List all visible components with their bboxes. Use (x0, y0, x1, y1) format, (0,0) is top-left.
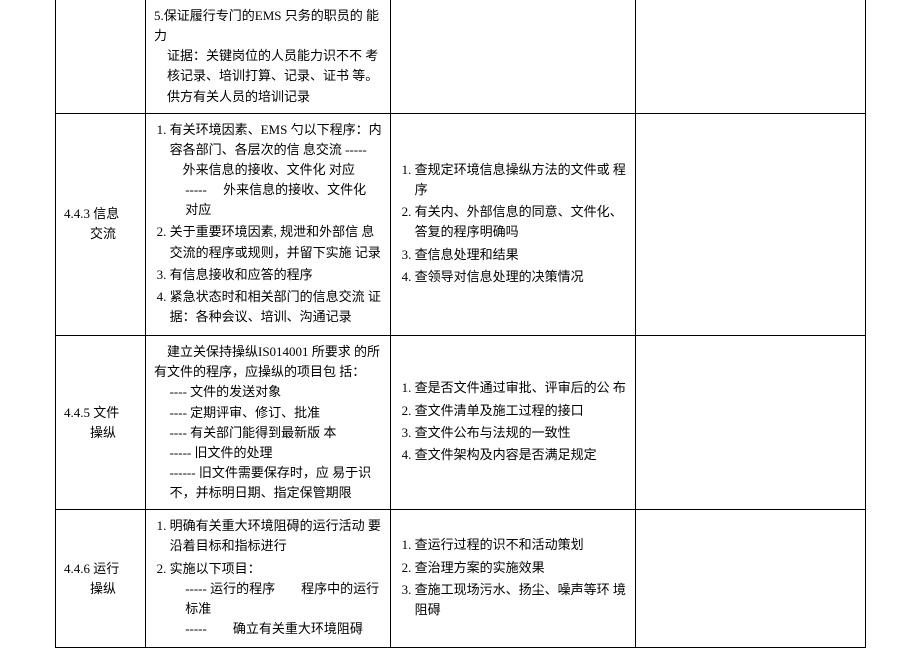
section-code: 4.4.5 (64, 405, 90, 420)
list-item: 关于重要环境因素, 规泄和外部信 息交流的程序或规则，并留下实施 记录 (170, 222, 382, 262)
text: ----- 确立有关重大环境阻碍 (170, 619, 382, 639)
list-item: 紧急状态时和相关部门的信息交流 证据：各种会议、培训、沟通记录 (170, 287, 382, 327)
list-item: 查治理方案的实施效果 (415, 558, 627, 578)
list-item: 查文件公布与法规的一致性 (415, 423, 627, 443)
cell-requirement: 明确有关重大环境阻碍的运行活动 要沿着目标和指标进行 实施以下项目： -----… (146, 510, 391, 648)
text: ---- 有关部门能得到最新版 本 (154, 423, 382, 443)
section-name-line1: 信息 (93, 206, 119, 221)
text: ----- 运行的程序 程序中的运行标准 (170, 579, 382, 619)
list-item: 查文件清单及施工过程的接口 (415, 401, 627, 421)
cell-check: 查运行过程的识不和活动策划 查治理方案的实施效果 查施工现场污水、扬尘、噪声等环… (391, 510, 636, 648)
cell-section: 4.4.3 信息 交流 (56, 113, 146, 335)
check-list: 查是否文件通过审批、评审后的公 布 查文件清单及施工过程的接口 查文件公布与法规… (399, 378, 627, 465)
cell-remark (636, 0, 866, 113)
check-list: 查规定环境信息操纵方法的文件或 程序 有关内、外部信息的同意、文件化、答复的程序… (399, 160, 627, 287)
cell-remark (636, 510, 866, 648)
text: 实施以下项目： (170, 561, 261, 576)
list-item: 查文件架构及内容是否满足规定 (415, 445, 627, 465)
list-item: 查信息处理和结果 (415, 245, 627, 265)
text: ------ 旧文件需要保存时，应 易于识不，并标明日期、指定保管期限 (154, 463, 382, 503)
table-row: 4.4.3 信息 交流 有关环境因素、EMS 勺以下程序：内容各部门、各层次的信… (56, 113, 866, 335)
table-row: 5.保证履行专门的EMS 只务的职员的 能力 证据：关键岗位的人员能力识不不 考… (56, 0, 866, 113)
section-name-line2: 操纵 (90, 581, 116, 596)
text: 有关环境因素、EMS 勺以下程序：内容各部门、各层次的信 息交流 ----- 外… (170, 122, 382, 177)
cell-section: 4.4.5 文件 操纵 (56, 336, 146, 510)
cell-check: 查规定环境信息操纵方法的文件或 程序 有关内、外部信息的同意、文件化、答复的程序… (391, 113, 636, 335)
table-row: 4.4.6 运行 操纵 明确有关重大环境阻碍的运行活动 要沿着目标和指标进行 实… (56, 510, 866, 648)
text: ---- 定期评审、修订、批准 (154, 403, 382, 423)
section-code: 4.4.6 (64, 561, 90, 576)
section-name-line1: 文件 (93, 405, 119, 420)
list-item: 有关环境因素、EMS 勺以下程序：内容各部门、各层次的信 息交流 ----- 外… (170, 120, 382, 221)
section-name-line2: 操纵 (90, 425, 116, 440)
cell-remark (636, 336, 866, 510)
check-list: 查运行过程的识不和活动策划 查治理方案的实施效果 查施工现场污水、扬尘、噪声等环… (399, 535, 627, 620)
text: ----- 旧文件的处理 (154, 443, 382, 463)
audit-table: 5.保证履行专门的EMS 只务的职员的 能力 证据：关键岗位的人员能力识不不 考… (55, 0, 866, 648)
list-item: 有信息接收和应答的程序 (170, 265, 382, 285)
section-name-line2: 交流 (90, 226, 116, 241)
cell-requirement: 有关环境因素、EMS 勺以下程序：内容各部门、各层次的信 息交流 ----- 外… (146, 113, 391, 335)
list-item: 查领导对信息处理的决策情况 (415, 267, 627, 287)
list-item: 查施工现场污水、扬尘、噪声等环 境阻碍 (415, 580, 627, 620)
list-item: 有关内、外部信息的同意、文件化、答复的程序明确吗 (415, 202, 627, 242)
req-list: 有关环境因素、EMS 勺以下程序：内容各部门、各层次的信 息交流 ----- 外… (154, 120, 382, 327)
list-item: 明确有关重大环境阻碍的运行活动 要沿着目标和指标进行 (170, 516, 382, 556)
cell-requirement: 5.保证履行专门的EMS 只务的职员的 能力 证据：关键岗位的人员能力识不不 考… (146, 0, 391, 113)
cell-check: 查是否文件通过审批、评审后的公 布 查文件清单及施工过程的接口 查文件公布与法规… (391, 336, 636, 510)
text: ----- 外来信息的接收、文件化 对应 (170, 180, 382, 220)
cell-remark (636, 113, 866, 335)
cell-section: 4.4.6 运行 操纵 (56, 510, 146, 648)
list-item: 查规定环境信息操纵方法的文件或 程序 (415, 160, 627, 200)
cell-section (56, 0, 146, 113)
section-code: 4.4.3 (64, 206, 90, 221)
cell-check (391, 0, 636, 113)
cell-requirement: 建立关保持操纵IS014001 所要求 的所有文件的程序，应操纵的项目包 括： … (146, 336, 391, 510)
list-item: 查是否文件通过审批、评审后的公 布 (415, 378, 627, 398)
text: 建立关保持操纵IS014001 所要求 的所有文件的程序，应操纵的项目包 括： (154, 344, 380, 379)
req-list: 明确有关重大环境阻碍的运行活动 要沿着目标和指标进行 实施以下项目： -----… (154, 516, 382, 639)
text: ---- 文件的发送对象 (154, 382, 382, 402)
list-item: 查运行过程的识不和活动策划 (415, 535, 627, 555)
text: 保证履行专门的EMS 只务的职员的 能力 (154, 8, 379, 43)
section-name-line1: 运行 (93, 561, 119, 576)
list-item: 实施以下项目： ----- 运行的程序 程序中的运行标准 ----- 确立有关重… (170, 559, 382, 640)
table-row: 4.4.5 文件 操纵 建立关保持操纵IS014001 所要求 的所有文件的程序… (56, 336, 866, 510)
text: 证据：关键岗位的人员能力识不不 考核记录、培训打算、记录、证书 等。供方有关人员… (154, 46, 382, 106)
